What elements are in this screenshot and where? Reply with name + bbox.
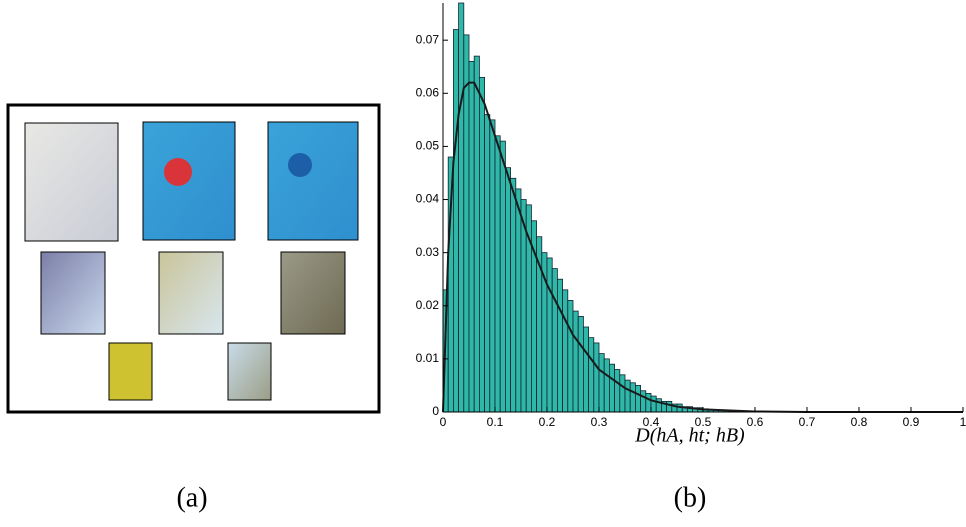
histogram-bar — [452, 29, 459, 413]
image-thumbnail — [267, 121, 359, 241]
histogram-bar — [666, 400, 673, 413]
histogram-bar — [551, 268, 558, 413]
histogram-bar — [603, 358, 610, 413]
y-tick-label: 0.04 — [416, 192, 440, 206]
histogram-bar — [650, 395, 657, 413]
histogram-bar — [484, 114, 491, 413]
histogram-bar — [504, 167, 511, 413]
histogram-bar — [588, 337, 595, 413]
image-detail — [288, 153, 312, 177]
image-thumbnail — [24, 122, 119, 242]
fitted-curve — [442, 81, 963, 413]
caption: (b) — [674, 482, 707, 513]
x-tick-label: 0.8 — [851, 415, 868, 429]
histogram-bar — [624, 379, 631, 413]
image-thumbnail — [280, 251, 346, 335]
x-tick-label: 0.7 — [799, 415, 816, 429]
image-thumbnail — [227, 342, 272, 401]
histogram-bar — [583, 326, 590, 413]
x-tick-label: 1 — [960, 415, 966, 429]
x-tick-label: 0.3 — [591, 415, 608, 429]
histogram-bar — [614, 369, 621, 413]
histogram-bar — [577, 315, 584, 413]
y-tick-label: 0.01 — [416, 351, 440, 365]
histogram-bar — [609, 363, 616, 413]
histogram-bar — [645, 393, 652, 413]
histogram-bar — [468, 61, 475, 413]
histogram-bar — [494, 135, 501, 413]
histogram-bar — [515, 188, 522, 413]
histogram-bar — [635, 385, 642, 413]
histogram-bar — [463, 34, 470, 413]
histogram-bar — [640, 390, 647, 413]
y-tick-label: 0 — [432, 404, 439, 418]
image-panel — [6, 103, 381, 414]
image-thumbnail — [158, 251, 224, 335]
x-axis-label: D(hA, ht; hB) — [634, 425, 745, 447]
y-tick-label: 0.02 — [416, 298, 440, 312]
image-detail — [164, 158, 192, 186]
x-tick-label: 0.9 — [903, 415, 920, 429]
histogram-bar — [458, 2, 465, 413]
x-tick-label: 0.2 — [539, 415, 556, 429]
histogram-bar — [546, 257, 553, 413]
y-tick-label: 0.06 — [416, 85, 440, 99]
image-thumbnail — [40, 251, 106, 335]
y-tick-label: 0.07 — [416, 32, 440, 46]
histogram-bar — [619, 374, 626, 413]
x-tick-label: 0.5 — [695, 415, 712, 429]
histogram-bar — [489, 119, 496, 413]
histogram-bar — [598, 353, 605, 413]
histogram-bar — [499, 140, 506, 413]
histogram-bar — [473, 55, 480, 413]
x-tick-label: 0 — [440, 415, 447, 429]
histogram-bar — [567, 300, 574, 413]
y-tick-label: 0.03 — [416, 245, 440, 259]
y-tick-label: 0.05 — [416, 139, 440, 153]
histogram-bar — [510, 177, 517, 413]
histogram-bar — [593, 342, 600, 413]
histogram-bar — [655, 398, 662, 413]
x-tick-label: 0.4 — [643, 415, 660, 429]
histogram-bar — [629, 382, 636, 413]
x-tick-label: 0.6 — [747, 415, 764, 429]
histogram-bar — [562, 289, 569, 413]
x-tick-label: 0.1 — [487, 415, 504, 429]
caption: (a) — [176, 482, 207, 513]
image-thumbnail — [142, 121, 236, 241]
histogram-bar — [478, 76, 485, 413]
histogram-bar — [572, 310, 579, 413]
image-thumbnail — [108, 342, 153, 401]
histogram-bar — [557, 278, 564, 413]
